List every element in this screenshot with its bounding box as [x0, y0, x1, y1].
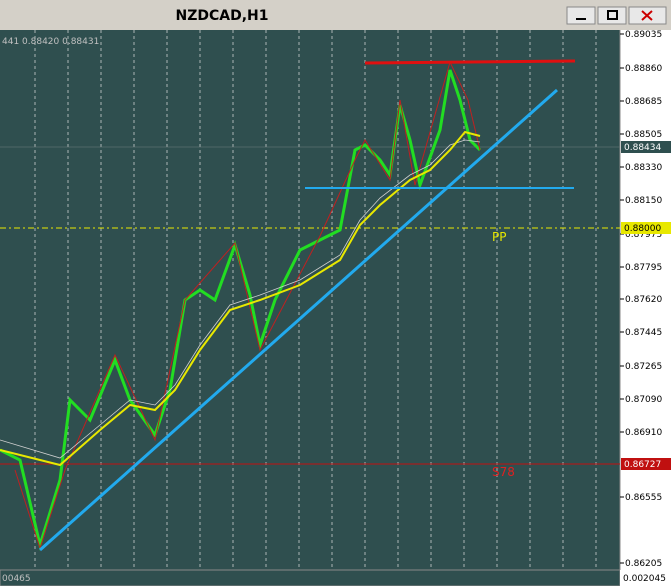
- grid: [34, 30, 597, 570]
- trend-line: [39, 88, 558, 552]
- price-label: 0.87265: [625, 362, 662, 372]
- price-tag: [621, 222, 671, 234]
- price-tag: [621, 458, 671, 470]
- price-label: 0.88330: [625, 163, 662, 173]
- price-label: 0.88860: [625, 64, 662, 74]
- window-buttons[interactable]: [566, 6, 667, 25]
- price-axis: [620, 30, 671, 570]
- price-label: 0.87975: [625, 230, 662, 240]
- title-bar: [0, 0, 671, 30]
- ma-yellow: [0, 130, 481, 467]
- price-label: 0.87620: [625, 295, 662, 305]
- price-label: 0.88685: [625, 97, 662, 107]
- resistance-line: [364, 59, 576, 65]
- price-label: 0.87795: [625, 263, 662, 273]
- price-label: 0.89035: [625, 30, 662, 40]
- price-tag: [621, 141, 671, 153]
- indicator-axis: [620, 570, 671, 586]
- price-label: 0.87090: [625, 395, 662, 405]
- price-tag-label: 0.86727: [624, 460, 661, 470]
- indicator-left: 00465: [2, 574, 31, 584]
- indicator-panel: [0, 569, 621, 586]
- zigzag: [14, 60, 481, 550]
- window-title: NZDCAD,H1: [176, 8, 269, 24]
- level-label: S78: [492, 465, 515, 479]
- price-label: 0.88150: [625, 196, 662, 206]
- price-label: 0.87445: [625, 328, 662, 338]
- price-label: 0.88505: [625, 130, 662, 140]
- level-label: PP: [492, 230, 506, 244]
- indicator-value: 0.002045: [623, 574, 666, 584]
- price-bars: [0, 69, 482, 551]
- price-tag-label: 0.88000: [624, 224, 661, 234]
- price-tag-label: 0.88434: [624, 143, 661, 153]
- price-label: 0.86555: [625, 493, 662, 503]
- price-label: 0.86910: [625, 428, 662, 438]
- price-label: 0.86205: [625, 559, 662, 569]
- ma-white: [0, 139, 481, 459]
- info-line: 441 0.88420 0.88431: [2, 37, 99, 47]
